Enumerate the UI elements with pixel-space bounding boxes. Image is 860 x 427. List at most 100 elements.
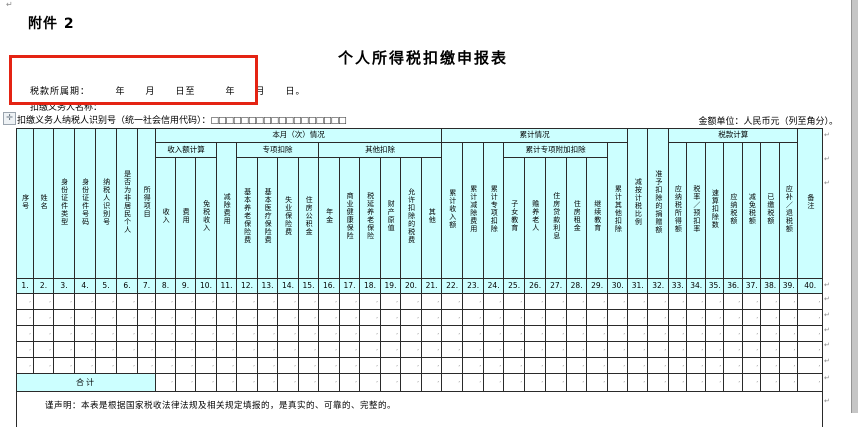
column-number[interactable]: 6. — [117, 279, 138, 294]
column-number[interactable]: 5. — [96, 279, 117, 294]
table-cell[interactable]: , — [504, 358, 525, 374]
col-header-children-education[interactable]: 子女教育 — [504, 158, 525, 279]
table-cell[interactable]: , — [299, 326, 319, 342]
col-header-quick-deduction[interactable]: 速算扣除数 — [706, 143, 724, 279]
table-cell[interactable]: , — [117, 358, 138, 374]
table-cell[interactable]: , — [422, 374, 442, 392]
table-cell[interactable]: , — [401, 358, 422, 374]
table-cell[interactable]: , — [117, 294, 138, 310]
column-number[interactable]: 29. — [587, 279, 608, 294]
table-cell[interactable]: , — [608, 326, 628, 342]
table-cell[interactable]: , — [196, 374, 217, 392]
table-cell[interactable]: , — [706, 294, 724, 310]
table-cell[interactable]: , — [743, 310, 761, 326]
table-cell[interactable]: , — [743, 294, 761, 310]
col-header-id-type[interactable]: 身份证件类型 — [54, 129, 75, 279]
column-number[interactable]: 22. — [442, 279, 463, 294]
col-header-mortgage-interest[interactable]: 住房贷款利息 — [546, 158, 567, 279]
table-cell[interactable]: , — [463, 294, 484, 310]
table-cell[interactable]: , — [780, 358, 798, 374]
table-cell[interactable]: , — [669, 310, 687, 326]
col-header-housing-fund[interactable]: 住房公积金 — [299, 158, 319, 279]
table-cell[interactable]: , — [608, 358, 628, 374]
col-header-fee[interactable]: 费用 — [176, 158, 196, 279]
table-cell[interactable]: , — [96, 358, 117, 374]
table-cell[interactable]: , — [360, 326, 381, 342]
table-cell[interactable]: , — [176, 326, 196, 342]
table-cell[interactable]: , — [743, 342, 761, 358]
table-cell[interactable]: , — [138, 294, 156, 310]
col-header-cum-deduction-expense[interactable]: 累计减除费用 — [463, 143, 484, 279]
table-cell[interactable]: , — [587, 358, 608, 374]
column-number[interactable]: 11. — [217, 279, 237, 294]
table-cell[interactable]: , — [687, 310, 706, 326]
table-cell[interactable]: , — [381, 294, 401, 310]
table-cell[interactable]: , — [299, 294, 319, 310]
column-number[interactable]: 27. — [546, 279, 567, 294]
table-cell[interactable]: , — [217, 310, 237, 326]
column-number[interactable]: 1. — [17, 279, 34, 294]
table-cell[interactable]: , — [706, 326, 724, 342]
table-cell[interactable]: , — [156, 326, 176, 342]
table-cell[interactable]: , — [567, 342, 587, 358]
attachment-label[interactable]: 附件 2 — [28, 13, 75, 33]
table-cell[interactable]: , — [17, 310, 34, 326]
group-header-tax-calc[interactable]: 税款计算 — [669, 129, 798, 143]
table-cell[interactable]: , — [608, 294, 628, 310]
column-number[interactable]: 15. — [299, 279, 319, 294]
table-cell[interactable]: , — [319, 358, 340, 374]
col-header-tax-paid[interactable]: 已缴税额 — [761, 143, 780, 279]
column-number[interactable]: 39. — [780, 279, 798, 294]
column-number[interactable]: 10. — [196, 279, 217, 294]
table-cell[interactable]: , — [648, 310, 669, 326]
col-header-allowed-taxes[interactable]: 允许扣除的税费 — [401, 158, 422, 279]
table-cell[interactable]: , — [319, 326, 340, 342]
table-cell[interactable]: , — [669, 342, 687, 358]
table-cell[interactable]: , — [648, 358, 669, 374]
column-number[interactable]: 40. — [798, 279, 823, 294]
col-header-taxpayer-id[interactable]: 纳税人识别号 — [96, 129, 117, 279]
table-cell[interactable]: , — [401, 326, 422, 342]
table-cell[interactable]: , — [628, 310, 648, 326]
table-cell[interactable]: , — [360, 294, 381, 310]
table-cell[interactable]: , — [761, 358, 780, 374]
table-cell[interactable]: , — [360, 342, 381, 358]
table-cell[interactable]: , — [75, 326, 96, 342]
col-header-tax-due-refund[interactable]: 应补／退税额 — [780, 143, 798, 279]
table-cell[interactable]: , — [442, 358, 463, 374]
table-cell[interactable]: , — [798, 374, 823, 392]
table-cell[interactable]: , — [798, 310, 823, 326]
table-cell[interactable]: , — [401, 310, 422, 326]
table-cell[interactable]: , — [75, 358, 96, 374]
table-cell[interactable]: , — [484, 326, 504, 342]
table-cell[interactable]: , — [724, 358, 743, 374]
table-cell[interactable]: , — [258, 358, 278, 374]
table-cell[interactable]: , — [546, 310, 567, 326]
table-cell[interactable]: , — [422, 342, 442, 358]
table-cell[interactable]: , — [54, 326, 75, 342]
table-cell[interactable]: , — [504, 310, 525, 326]
col-header-unemployment[interactable]: 失业保险费 — [278, 158, 299, 279]
col-header-continuing-education[interactable]: 继续教育 — [587, 158, 608, 279]
column-number[interactable]: 4. — [75, 279, 96, 294]
table-cell[interactable]: , — [442, 342, 463, 358]
col-header-donation[interactable]: 准予扣除的捐赠额 — [648, 129, 669, 279]
col-header-taxfree-income[interactable]: 免税收入 — [196, 158, 217, 279]
table-cell[interactable]: , — [484, 310, 504, 326]
table-cell[interactable]: , — [504, 294, 525, 310]
table-cell[interactable]: , — [401, 342, 422, 358]
table-cell[interactable]: , — [17, 358, 34, 374]
table-cell[interactable]: , — [54, 342, 75, 358]
col-header-elderly-support[interactable]: 赡养老人 — [525, 158, 546, 279]
table-cell[interactable]: , — [422, 294, 442, 310]
table-cell[interactable]: , — [258, 326, 278, 342]
table-cell[interactable]: , — [401, 374, 422, 392]
table-cell[interactable]: , — [669, 326, 687, 342]
table-cell[interactable]: , — [608, 342, 628, 358]
table-cell[interactable]: , — [587, 326, 608, 342]
table-cell[interactable]: , — [299, 310, 319, 326]
table-cell[interactable]: , — [237, 326, 258, 342]
group-header-cum-additional[interactable]: 累计专项附加扣除 — [504, 143, 608, 158]
column-number[interactable]: 18. — [360, 279, 381, 294]
col-header-reduced-ratio[interactable]: 减按计税比例 — [628, 129, 648, 279]
